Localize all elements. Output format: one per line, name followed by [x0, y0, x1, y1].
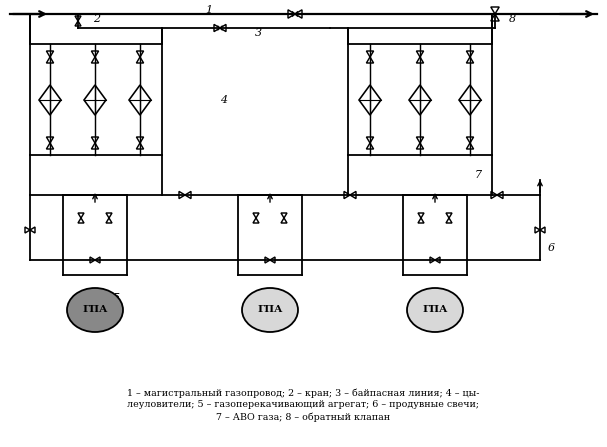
Polygon shape [497, 191, 503, 198]
Polygon shape [344, 191, 350, 198]
Text: 3: 3 [255, 28, 262, 38]
Polygon shape [350, 191, 356, 198]
Text: 7 – АВО газа; 8 – обратный клапан: 7 – АВО газа; 8 – обратный клапан [216, 412, 390, 422]
Text: 1: 1 [205, 5, 212, 15]
Polygon shape [78, 218, 84, 223]
Polygon shape [359, 85, 381, 115]
Polygon shape [295, 10, 302, 18]
Polygon shape [90, 257, 95, 263]
Polygon shape [265, 257, 270, 263]
Polygon shape [92, 51, 98, 57]
Polygon shape [253, 213, 259, 218]
Polygon shape [129, 85, 151, 115]
Polygon shape [106, 213, 112, 218]
Polygon shape [39, 85, 61, 115]
Polygon shape [409, 85, 431, 115]
Polygon shape [137, 143, 144, 149]
Polygon shape [540, 227, 545, 233]
Polygon shape [75, 21, 81, 26]
Text: 2: 2 [93, 14, 100, 24]
Polygon shape [430, 257, 435, 263]
Polygon shape [25, 227, 30, 233]
Polygon shape [179, 191, 185, 198]
Text: ГПА: ГПА [83, 305, 108, 315]
Polygon shape [466, 137, 473, 143]
Polygon shape [220, 25, 226, 32]
Polygon shape [75, 16, 81, 21]
Polygon shape [491, 14, 499, 21]
Text: ГПА: ГПА [422, 305, 448, 315]
Ellipse shape [242, 288, 298, 332]
Polygon shape [367, 143, 373, 149]
Polygon shape [46, 57, 53, 63]
Polygon shape [446, 218, 452, 223]
Polygon shape [281, 213, 287, 218]
Polygon shape [288, 10, 295, 18]
Text: 6: 6 [548, 243, 555, 253]
Polygon shape [367, 51, 373, 57]
Polygon shape [466, 57, 473, 63]
Polygon shape [137, 137, 144, 143]
Text: 5: 5 [113, 293, 120, 303]
Polygon shape [270, 257, 275, 263]
Polygon shape [214, 25, 220, 32]
Polygon shape [137, 51, 144, 57]
Polygon shape [418, 218, 424, 223]
Polygon shape [137, 57, 144, 63]
Polygon shape [95, 257, 100, 263]
Text: 7: 7 [475, 170, 482, 180]
Text: ГПА: ГПА [257, 305, 283, 315]
Polygon shape [92, 137, 98, 143]
Polygon shape [418, 213, 424, 218]
Text: 1 – магистральный газопровод; 2 – кран; 3 – байпасная линия; 4 – цы-: 1 – магистральный газопровод; 2 – кран; … [127, 388, 480, 397]
Polygon shape [185, 191, 191, 198]
Polygon shape [367, 57, 373, 63]
Polygon shape [416, 137, 424, 143]
Polygon shape [416, 57, 424, 63]
Polygon shape [253, 218, 259, 223]
Polygon shape [416, 143, 424, 149]
Polygon shape [491, 191, 497, 198]
Polygon shape [84, 85, 106, 115]
Polygon shape [435, 257, 440, 263]
Text: 4: 4 [220, 95, 227, 105]
Polygon shape [535, 227, 540, 233]
Polygon shape [281, 218, 287, 223]
Polygon shape [46, 137, 53, 143]
Polygon shape [466, 51, 473, 57]
Polygon shape [459, 85, 481, 115]
Polygon shape [46, 51, 53, 57]
Polygon shape [92, 57, 98, 63]
Polygon shape [466, 143, 473, 149]
Text: леуловители; 5 – газоперекачивающий агрегат; 6 – продувные свечи;: леуловители; 5 – газоперекачивающий агре… [127, 400, 479, 409]
Polygon shape [106, 218, 112, 223]
Ellipse shape [407, 288, 463, 332]
Ellipse shape [67, 288, 123, 332]
Polygon shape [78, 213, 84, 218]
Polygon shape [446, 213, 452, 218]
Polygon shape [367, 137, 373, 143]
Polygon shape [46, 143, 53, 149]
Polygon shape [30, 227, 35, 233]
Polygon shape [416, 51, 424, 57]
Text: 8: 8 [509, 14, 516, 24]
Polygon shape [491, 7, 499, 14]
Polygon shape [92, 143, 98, 149]
